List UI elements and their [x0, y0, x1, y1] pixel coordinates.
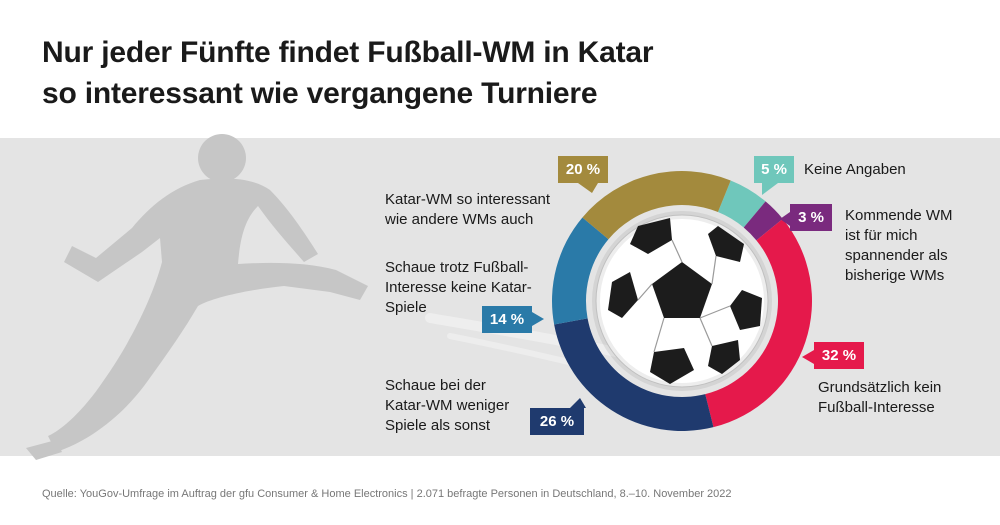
label-keine-katar-spiele: Schaue trotz Fußball- Interesse keine Ka… — [385, 258, 532, 318]
donut-slice-kein-interesse — [705, 218, 813, 428]
label-line: Katar-WM so interessant — [385, 191, 551, 208]
donut-slice-so-interessant — [582, 171, 731, 240]
donut-slice-keine-angaben — [717, 180, 766, 228]
label-line: Kommende WM — [845, 207, 953, 224]
donut-slice-keine-katar-spiele — [552, 217, 609, 325]
value-badge-kommende-wm: 3 % — [790, 204, 832, 231]
badge-pointers — [532, 183, 814, 408]
title-line-2: so interessant wie vergangene Turniere — [42, 77, 598, 110]
label-weniger-spiele: Schaue bei der Katar-WM weniger Spiele a… — [385, 376, 509, 436]
label-line: Schaue trotz Fußball- — [385, 259, 529, 276]
label-line: Spiele als sonst — [385, 417, 491, 434]
donut-slice-weniger-spiele — [554, 318, 714, 431]
badge-pointer-weniger-spiele — [570, 398, 586, 408]
value-badge-keine-katar-spiele: 14 % — [482, 306, 532, 333]
source-note: Quelle: YouGov-Umfrage im Auftrag der gf… — [42, 488, 732, 500]
donut-slice-kommende-wm — [743, 201, 783, 241]
badge-pointer-keine-angaben — [762, 183, 778, 195]
value-badge-weniger-spiele: 26 % — [530, 408, 584, 435]
label-kommende-wm: Kommende WM ist für mich spannender als … — [845, 206, 953, 286]
value-badge-so-interessant: 20 % — [558, 156, 608, 183]
label-line: Spiele — [385, 299, 427, 316]
label-line: wie andere WMs auch — [385, 211, 534, 228]
label-line: Interesse keine Katar- — [385, 279, 532, 296]
label-so-interessant: Katar-WM so interessant wie andere WMs a… — [385, 190, 550, 230]
badge-pointer-kommende-wm — [780, 212, 790, 226]
label-line: Katar-WM weniger — [385, 397, 510, 414]
label-line: Keine Angaben — [804, 161, 906, 178]
label-kein-interesse: Grundsätzlich kein Fußball-Interesse — [818, 378, 941, 418]
chart-title: Nur jeder Fünfte findet Fußball-WM in Ka… — [42, 32, 654, 114]
label-line: Grundsätzlich kein — [818, 379, 942, 396]
value-badge-kein-interesse: 32 % — [814, 342, 864, 369]
label-line: spannender als — [845, 247, 948, 264]
label-keine-angaben: Keine Angaben — [804, 160, 906, 180]
badge-pointer-keine-katar-spiele — [532, 312, 544, 326]
label-line: Fußball-Interesse — [818, 399, 935, 416]
value-badge-keine-angaben: 5 % — [754, 156, 794, 183]
badge-pointer-kein-interesse — [802, 350, 814, 364]
label-line: bisherige WMs — [845, 267, 945, 284]
label-line: ist für mich — [845, 227, 918, 244]
title-line-1: Nur jeder Fünfte findet Fußball-WM in Ka… — [42, 36, 654, 69]
label-line: Schaue bei der — [385, 377, 486, 394]
soccer-ball-icon — [592, 211, 772, 391]
player-silhouette-icon — [26, 134, 368, 460]
badge-pointer-so-interessant — [578, 183, 598, 193]
donut-slices — [552, 171, 813, 431]
